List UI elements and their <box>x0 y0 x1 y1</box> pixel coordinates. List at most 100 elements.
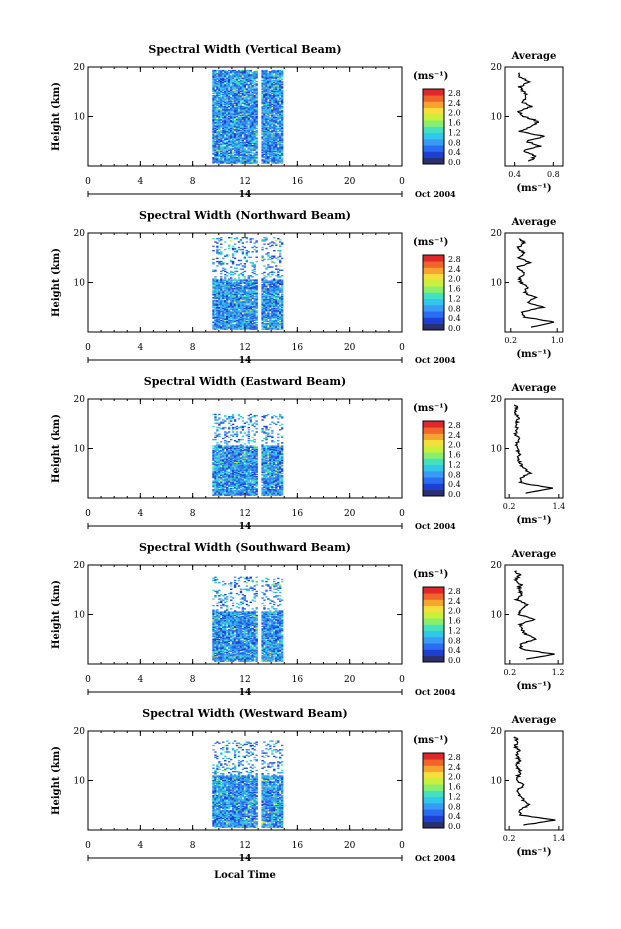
colorbar-swatch <box>423 261 444 268</box>
month-label: Oct 2004 <box>415 521 456 531</box>
x-tick-label: 0 <box>399 177 405 187</box>
colorbar-swatch <box>423 305 444 312</box>
colorbar-tick-label: 0.8 <box>448 802 461 811</box>
y-axis-label: Height (km) <box>51 82 62 151</box>
y-tick-label: 20 <box>74 395 86 405</box>
colorbar-swatch <box>423 132 444 140</box>
x-tick-label: 4 <box>137 675 143 685</box>
colorbar-unit: (ms⁻¹) <box>413 71 448 82</box>
x-tick-label: 0 <box>85 509 91 519</box>
colorbar-swatch <box>423 637 444 644</box>
x-tick-label: 4 <box>137 841 143 851</box>
heatmap-cells <box>212 413 284 496</box>
profile-x-tick-label: 0.8 <box>547 170 560 179</box>
profile-frame <box>504 730 564 831</box>
colorbar-swatch <box>423 643 444 650</box>
y-axis-label: Height (km) <box>51 414 62 483</box>
colorbar-frame <box>422 88 445 165</box>
profile-x-tick-label: 0.2 <box>503 668 516 677</box>
colorbar-swatch <box>423 139 444 146</box>
panel-title: Spectral Width (Northward Beam) <box>139 209 351 222</box>
x-tick-label: 16 <box>292 177 304 187</box>
colorbar-swatch <box>423 145 444 152</box>
profile-line <box>512 736 556 826</box>
x-axis-label: Local Time <box>214 870 276 881</box>
profile-title: Average <box>511 51 557 62</box>
colorbar-tick-label: 2.4 <box>448 597 461 606</box>
colorbar-swatch <box>423 126 444 134</box>
profile-title: Average <box>511 549 557 560</box>
colorbar-swatch <box>423 771 444 779</box>
day-label: 14 <box>239 522 252 532</box>
profile-x-label: (ms⁻¹) <box>516 847 551 858</box>
colorbar-tick-label: 0.0 <box>448 822 461 831</box>
colorbar-swatch <box>423 95 444 102</box>
colorbar-tick-label: 2.0 <box>448 773 461 782</box>
heatmap-cells <box>212 576 284 662</box>
profile-x-tick-label: 0.2 <box>504 336 517 345</box>
colorbar-swatch <box>423 452 444 459</box>
profile-x-tick-label: 1.2 <box>552 668 565 677</box>
heatmap-cells <box>212 69 284 164</box>
colorbar-tick-label: 2.0 <box>448 441 461 450</box>
profile-frame <box>504 66 564 167</box>
colorbar-swatch <box>423 433 444 441</box>
colorbar-frame <box>422 420 445 497</box>
colorbar-swatch <box>423 821 444 829</box>
x-tick-label: 16 <box>292 675 304 685</box>
x-tick-label: 8 <box>190 343 196 353</box>
x-tick-label: 4 <box>137 343 143 353</box>
colorbar-tick-label: 0.8 <box>448 470 461 479</box>
colorbar-tick-label: 1.2 <box>448 128 461 137</box>
colorbar-tick-label: 2.8 <box>448 421 461 430</box>
profile-x-tick-label: 1.0 <box>551 336 564 345</box>
colorbar-swatch <box>423 273 444 281</box>
profile-frame <box>504 232 564 333</box>
colorbar-swatch <box>423 464 444 472</box>
y-tick-label: 10 <box>74 445 86 455</box>
x-tick-label: 12 <box>239 675 250 685</box>
profile-y-tick-label: 20 <box>491 395 503 405</box>
profile-y-tick-label: 10 <box>491 777 503 787</box>
colorbar-tick-label: 0.0 <box>448 158 461 167</box>
colorbar-swatch <box>423 255 444 262</box>
colorbar-frame <box>422 752 445 829</box>
colorbar-swatch <box>423 483 444 491</box>
y-tick-label: 10 <box>74 611 86 621</box>
colorbar-tick-label: 2.4 <box>448 431 461 440</box>
colorbar-unit: (ms⁻¹) <box>413 403 448 414</box>
x-tick-label: 4 <box>137 177 143 187</box>
colorbar-tick-label: 0.0 <box>448 656 461 665</box>
colorbar-swatch <box>423 649 444 657</box>
heatmap-cells <box>212 237 284 330</box>
colorbar-tick-label: 1.6 <box>448 617 461 626</box>
x-tick-label: 8 <box>190 841 196 851</box>
month-label: Oct 2004 <box>415 189 456 199</box>
x-tick-label: 12 <box>239 509 250 519</box>
x-tick-label: 8 <box>190 509 196 519</box>
colorbar-tick-label: 2.4 <box>448 763 461 772</box>
colorbar-swatch <box>423 599 444 607</box>
panel-title: Spectral Width (Vertical Beam) <box>148 43 341 56</box>
colorbar-swatch <box>423 114 444 121</box>
colorbar-swatch <box>423 784 444 791</box>
profile-line <box>513 570 555 660</box>
profile-title: Average <box>511 217 557 228</box>
profile-y-tick-label: 10 <box>491 279 503 289</box>
profile-x-tick-label: 1.4 <box>552 834 565 843</box>
colorbar-swatch <box>423 796 444 804</box>
colorbar-swatch <box>423 477 444 484</box>
x-tick-label: 16 <box>292 841 304 851</box>
panel-title: Spectral Width (Southward Beam) <box>139 541 351 554</box>
colorbar-tick-label: 1.2 <box>448 294 461 303</box>
x-tick-label: 0 <box>85 675 91 685</box>
colorbar-tick-label: 2.0 <box>448 607 461 616</box>
colorbar-swatch <box>423 439 444 447</box>
y-tick-label: 20 <box>74 63 86 73</box>
x-tick-label: 0 <box>399 343 405 353</box>
profile-line <box>512 404 554 494</box>
colorbar-swatch <box>423 471 444 478</box>
colorbar-swatch <box>423 790 444 798</box>
profile-y-tick-label: 10 <box>491 445 503 455</box>
x-tick-label: 20 <box>344 675 356 685</box>
